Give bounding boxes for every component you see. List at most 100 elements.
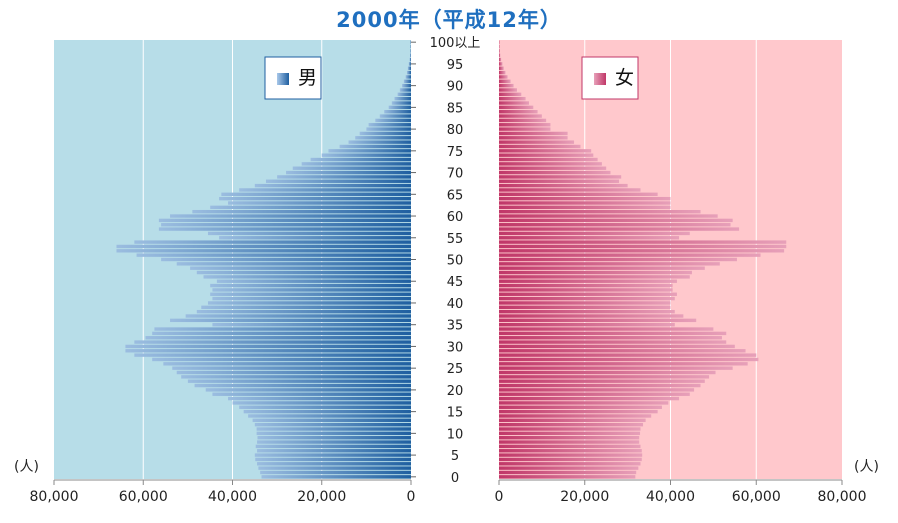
female-bar-age-27 bbox=[499, 357, 759, 362]
female-bar-age-1 bbox=[499, 470, 637, 475]
female-bar-age-58 bbox=[499, 223, 731, 227]
male-unit-label: (人) bbox=[14, 459, 39, 475]
female-bar-age-84 bbox=[499, 110, 538, 114]
female-bar-age-26 bbox=[499, 362, 748, 366]
male-bar-age-85 bbox=[388, 105, 411, 110]
female-bar-age-97 bbox=[499, 53, 501, 57]
female-bar-age-80 bbox=[499, 127, 551, 131]
male-bar-age-3 bbox=[257, 462, 411, 466]
female-bar-age-99 bbox=[499, 44, 500, 49]
female-x-tick-label: 0 bbox=[495, 489, 504, 505]
age-tick-label: 60 bbox=[447, 210, 464, 225]
chart-title: 2000年（平成12年） bbox=[336, 8, 562, 32]
male-bar-age-24 bbox=[176, 370, 411, 375]
female-bar-age-15 bbox=[499, 409, 658, 414]
age-tick-label: 0 bbox=[451, 471, 459, 486]
male-bar-age-87 bbox=[394, 96, 411, 101]
female-bar-age-9 bbox=[499, 436, 640, 440]
age-tick-label: 50 bbox=[447, 254, 464, 269]
male-bar-age-0 bbox=[261, 475, 411, 479]
female-bar-age-12 bbox=[499, 422, 644, 427]
female-bar-age-52 bbox=[499, 249, 785, 253]
age-tick-label: 40 bbox=[447, 297, 464, 312]
male-bar-age-4 bbox=[255, 457, 411, 462]
male-bar-age-56 bbox=[207, 231, 411, 236]
female-bar-age-38 bbox=[499, 309, 675, 314]
male-bar-age-36 bbox=[170, 318, 411, 323]
female-bar-age-22 bbox=[499, 379, 705, 383]
female-legend-label: 女 bbox=[615, 67, 634, 89]
female-bar-age-67 bbox=[499, 183, 628, 188]
age-tick-label: 85 bbox=[447, 101, 464, 116]
female-bar-age-19 bbox=[499, 392, 690, 396]
female-x-tick-label: 80,000 bbox=[818, 489, 867, 505]
age-tick-label: 65 bbox=[447, 188, 464, 203]
age-tick-label: 15 bbox=[447, 406, 464, 421]
male-bar-age-21 bbox=[194, 383, 411, 388]
female-bar-age-53 bbox=[499, 244, 787, 249]
male-bar-age-97 bbox=[410, 53, 411, 57]
female-bar-age-59 bbox=[499, 218, 733, 223]
female-bar-age-62 bbox=[499, 205, 671, 210]
female-bar-age-28 bbox=[499, 353, 757, 357]
male-bar-age-70 bbox=[286, 170, 411, 175]
age-tick-label: 30 bbox=[447, 340, 464, 355]
male-bar-age-99 bbox=[410, 44, 411, 49]
male-bar-age-68 bbox=[265, 179, 411, 183]
male-bar-age-74 bbox=[321, 153, 411, 157]
male-bar-age-55 bbox=[219, 236, 411, 240]
male-x-tick-label: 0 bbox=[407, 489, 416, 505]
female-legend-swatch bbox=[594, 73, 606, 85]
male-bar-age-67 bbox=[254, 183, 411, 188]
female-bar-age-55 bbox=[499, 236, 680, 240]
male-bar-age-59 bbox=[158, 218, 411, 223]
female-bar-age-54 bbox=[499, 240, 787, 244]
male-bar-age-81 bbox=[368, 123, 411, 127]
age-tick-label: 35 bbox=[447, 319, 464, 334]
male-bar-age-25 bbox=[172, 366, 411, 370]
male-bar-age-50 bbox=[161, 257, 411, 262]
female-bar-age-13 bbox=[499, 418, 646, 423]
male-bar-age-30 bbox=[125, 344, 412, 349]
female-bar-age-50 bbox=[499, 257, 737, 262]
female-bar-age-18 bbox=[499, 396, 680, 401]
male-bar-age-75 bbox=[328, 149, 411, 153]
female-bar-age-2 bbox=[499, 466, 639, 470]
male-bar-age-18 bbox=[228, 396, 411, 401]
male-bar-age-94 bbox=[407, 66, 411, 70]
female-bar-age-49 bbox=[499, 262, 720, 266]
male-bar-age-54 bbox=[134, 240, 411, 244]
female-bar-age-91 bbox=[499, 79, 511, 83]
female-bar-age-77 bbox=[499, 140, 575, 144]
male-bar-age-28 bbox=[134, 353, 411, 357]
male-bar-age-37 bbox=[185, 314, 411, 318]
female-bar-age-8 bbox=[499, 440, 640, 444]
male-bar-age-14 bbox=[248, 414, 411, 418]
male-bar-age-89 bbox=[399, 88, 411, 92]
female-bar-age-47 bbox=[499, 270, 692, 275]
female-bar-age-57 bbox=[499, 227, 740, 231]
male-bar-age-83 bbox=[379, 114, 411, 118]
male-bar-age-90 bbox=[402, 83, 411, 88]
female-bar-age-83 bbox=[499, 114, 542, 118]
female-bar-age-6 bbox=[499, 449, 642, 453]
age-tick-label: 10 bbox=[447, 427, 464, 442]
male-bar-age-44 bbox=[210, 283, 411, 288]
female-bar-age-5 bbox=[499, 453, 643, 457]
female-bar-age-23 bbox=[499, 375, 710, 379]
female-bar-age-66 bbox=[499, 188, 641, 192]
male-bar-age-58 bbox=[161, 223, 411, 227]
male-bar-age-23 bbox=[181, 375, 411, 379]
female-x-tick-label: 40,000 bbox=[646, 489, 695, 505]
female-bar-age-3 bbox=[499, 462, 641, 466]
female-bar-age-33 bbox=[499, 331, 727, 336]
female-x-tick-label: 20,000 bbox=[560, 489, 609, 505]
female-bar-age-56 bbox=[499, 231, 690, 236]
male-legend-label: 男 bbox=[298, 67, 317, 89]
male-bar-age-8 bbox=[257, 440, 411, 444]
female-bar-age-72 bbox=[499, 162, 602, 166]
male-bar-age-57 bbox=[158, 227, 411, 231]
female-bar-age-32 bbox=[499, 336, 722, 340]
female-bar-age-93 bbox=[499, 70, 506, 75]
